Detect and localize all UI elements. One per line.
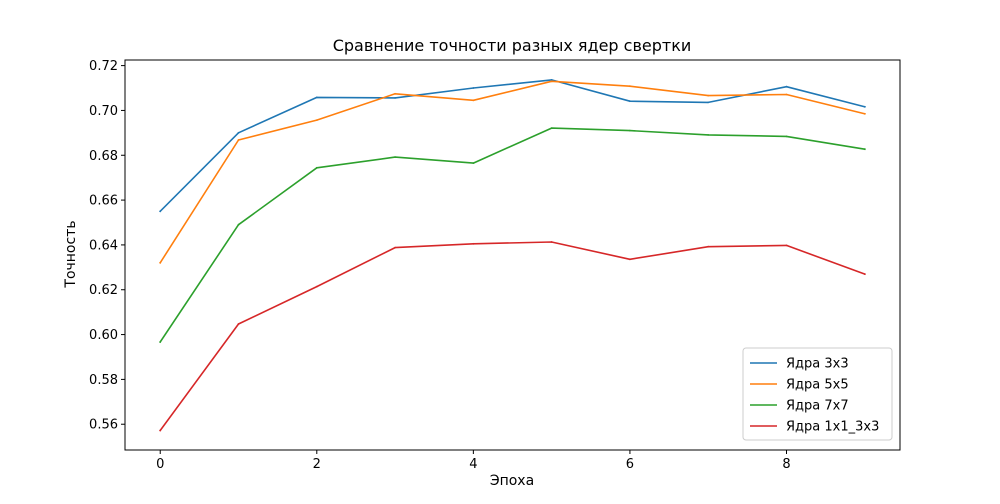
data-point-2-7 [707,134,710,136]
x-axis: 0 2 4 6 8 [156,450,791,472]
data-point-1-0 [159,261,162,264]
data-point-1-3 [394,92,396,95]
data-point-1-7 [707,94,710,97]
data-point-0-7 [707,101,710,104]
data-point-0-0 [159,210,162,213]
y-tick-label: 0.56 [89,418,118,433]
data-point-3-3 [394,246,396,249]
legend-label-1: Ядра 5x5 [786,378,849,393]
data-point-1-1 [237,139,240,141]
data-point-0-9 [863,105,866,108]
data-point-1-2 [315,119,318,121]
data-point-3-6 [629,258,631,261]
data-point-0-4 [472,87,475,89]
data-point-1-9 [863,112,866,115]
data-point-2-9 [863,148,866,151]
y-axis-label: Точность [63,220,79,288]
series-line-3 [159,241,866,432]
x-tick-label: 6 [626,457,634,472]
x-axis-label: Эпоха [490,473,534,489]
x-tick-label: 8 [782,457,790,472]
data-point-2-2 [315,166,318,169]
data-point-2-0 [159,341,162,343]
data-point-1-5 [550,80,553,83]
data-point-2-8 [785,135,788,138]
series-layer [159,79,866,432]
y-tick-label: 0.62 [89,283,118,298]
data-point-0-5 [550,79,553,81]
data-point-3-9 [863,273,866,275]
data-point-1-4 [472,99,475,102]
x-tick-label: 4 [469,457,477,472]
y-tick-label: 0.66 [89,194,118,209]
data-point-0-3 [394,97,396,99]
data-point-0-8 [785,85,788,88]
legend-label-3: Ядра 1x1_3x3 [786,420,879,435]
series-line-2 [159,127,866,344]
x-tick-label: 0 [156,457,164,472]
data-point-0-2 [315,96,318,99]
y-tick-label: 0.64 [89,238,118,253]
series-line-1 [159,80,866,264]
data-point-3-4 [472,242,475,245]
y-tick-label: 0.68 [89,149,118,164]
data-point-3-7 [707,245,710,248]
data-point-3-8 [785,244,788,247]
data-point-2-6 [629,129,631,132]
data-point-2-4 [472,162,475,165]
data-point-2-3 [394,156,396,159]
data-point-0-1 [237,131,240,134]
data-point-3-5 [550,241,553,243]
data-point-3-1 [237,323,240,325]
data-point-3-0 [159,429,162,432]
y-tick-label: 0.72 [89,59,118,74]
plot-area-frame [124,59,901,451]
data-point-3-2 [315,285,318,288]
x-tick-label: 2 [313,457,321,472]
legend-label-2: Ядра 7x7 [786,399,849,414]
data-point-2-5 [550,127,553,129]
y-tick-label: 0.60 [89,328,118,343]
legend-label-0: Ядра 3x3 [786,357,849,372]
data-point-1-8 [785,93,788,96]
y-axis: 0.56 0.58 0.60 0.62 0.64 0.66 0.68 0.70 0.72 [89,59,125,433]
y-tick-label: 0.70 [89,104,118,119]
data-point-2-1 [237,223,240,226]
chart-title: Сравнение точности разных ядер свертки [333,36,692,55]
data-point-1-6 [629,85,631,88]
legend: Ядра 3x3 Ядра 5x5 Ядра 7x7 Ядра 1x1_3x3 [742,347,893,441]
y-tick-label: 0.58 [89,373,118,388]
data-point-0-6 [629,100,631,103]
legend-box [742,347,893,441]
